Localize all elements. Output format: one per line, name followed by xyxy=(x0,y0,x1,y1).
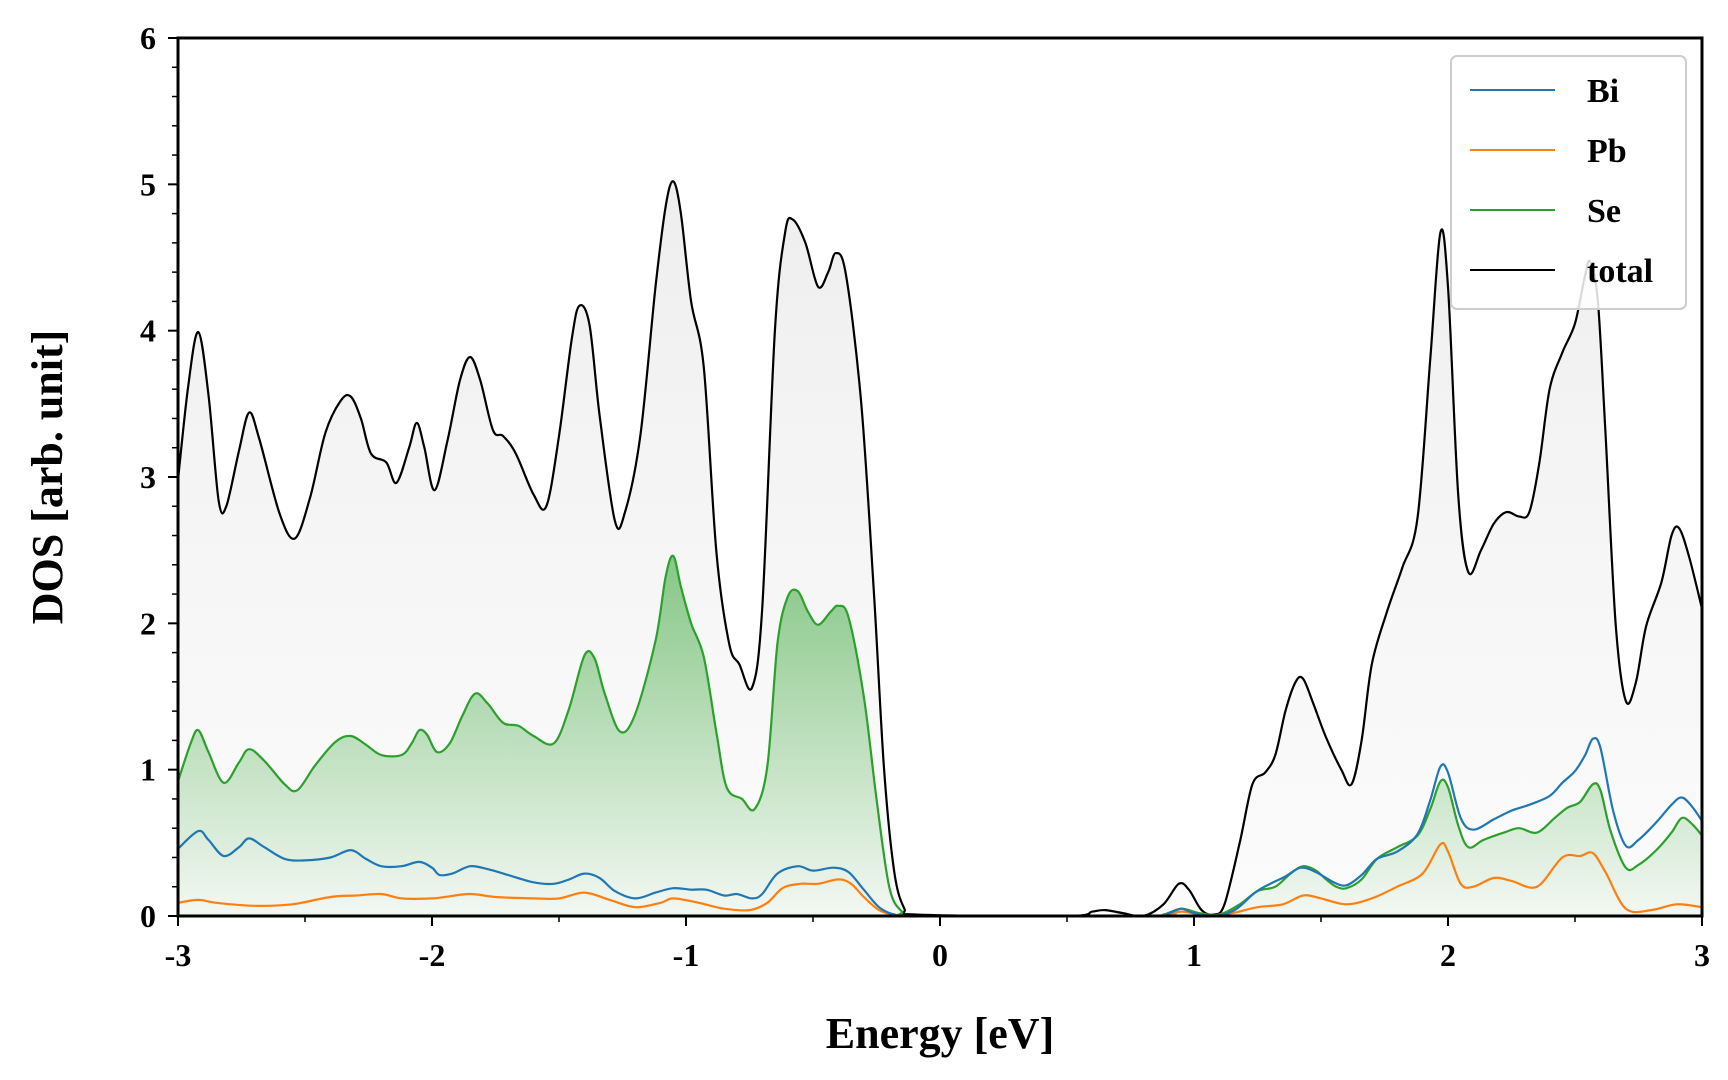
x-tick-label: 0 xyxy=(932,937,948,973)
y-tick-label: 5 xyxy=(140,166,156,202)
fill-layer xyxy=(178,181,1702,916)
legend-label-bi: Bi xyxy=(1587,73,1619,110)
series-line-total xyxy=(178,180,1702,916)
y-tick-label: 3 xyxy=(140,459,156,495)
legend: Bi Pb Se total xyxy=(1450,55,1687,310)
x-tick-label: -3 xyxy=(165,937,192,973)
y-tick-label: 4 xyxy=(140,313,156,349)
series-line-bi xyxy=(178,736,1702,916)
x-tick-label: 1 xyxy=(1186,937,1202,973)
legend-label-total: total xyxy=(1587,253,1653,290)
legend-box xyxy=(1450,55,1687,310)
x-axis-title: Energy [eV] xyxy=(826,1009,1055,1058)
line-layer xyxy=(178,180,1702,916)
series-fill-se xyxy=(178,555,1702,916)
y-tick-label: 0 xyxy=(140,898,156,934)
x-tick-label: 2 xyxy=(1440,937,1456,973)
x-tick-label: 3 xyxy=(1694,937,1710,973)
x-tick-label: -1 xyxy=(673,937,700,973)
y-tick-label: 6 xyxy=(140,20,156,56)
y-tick-label: 1 xyxy=(140,752,156,788)
series-line-se xyxy=(178,554,1702,916)
tick-layer: -3 -2 -1 0 1 2 3 0 1 2 3 4 5 6 xyxy=(140,20,1710,973)
y-axis-title: DOS [arb. unit] xyxy=(23,330,72,625)
series-fill-total xyxy=(178,181,1702,916)
series-line-pb xyxy=(178,841,1702,916)
x-tick-label: -2 xyxy=(419,937,446,973)
legend-label-se: Se xyxy=(1587,193,1621,230)
y-tick-label: 2 xyxy=(140,605,156,641)
legend-label-pb: Pb xyxy=(1587,133,1627,170)
